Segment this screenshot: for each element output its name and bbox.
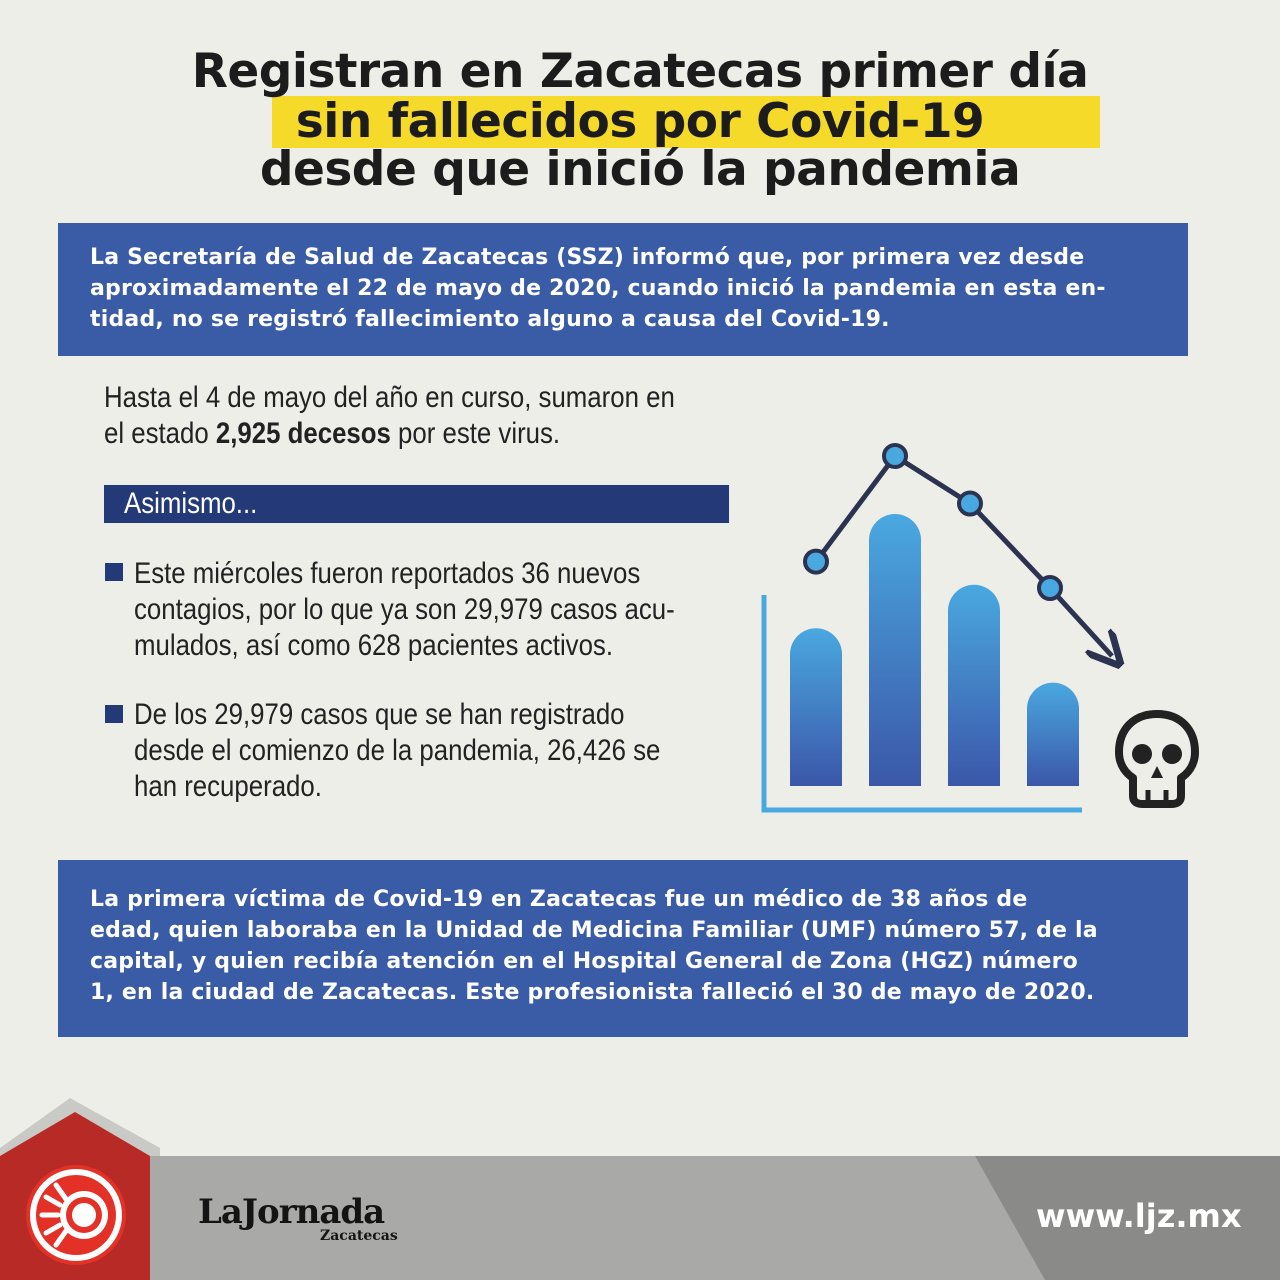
deaths-paragraph: Hasta el 4 de mayo del año en curso, sum… [104,380,675,452]
trend-point [957,490,983,517]
bottom-line: 1, en la ciudad de Zacatecas. Este profe… [90,980,1095,1005]
sun-logo-icon [26,1165,126,1265]
bullet-line: mulados, así como 628 pacientes activos. [134,629,613,662]
title-highlight [272,96,1100,148]
title-line-2: sin fallecidos por Covid-19 [295,94,985,149]
skull-icon [1115,710,1199,808]
bullet-line: De los 29,979 casos que se han registrad… [134,698,625,731]
intro-line: tidad, no se registró fallecimiento algu… [90,307,890,332]
footer-banner [0,1098,1280,1280]
lajornada-logo: LaJornada [198,1192,385,1232]
trend-line [803,443,1112,656]
trend-point [882,443,908,469]
trend-point [803,548,829,575]
title-line-3: desde que inició la pandemia [259,142,1021,197]
bullet-line: han recuperado. [134,770,322,803]
first-victim-box: La primera víctima de Covid-19 en Zacate… [58,860,1188,1037]
bars [790,514,1079,786]
title-line-1: Registran en Zacatecas primer día [191,44,1089,99]
intro-box: La Secretaría de Salud de Zacatecas (SSZ… [58,223,1188,356]
bullet-square-icon [105,705,123,723]
asimismo-label: Asimismo... [124,487,258,520]
bullet-line: desde el comienzo de la pandemia, 26,426… [134,734,661,767]
chart-axis [761,595,1082,813]
bar [948,584,1000,786]
deaths-line-2-prefix: el estado [104,417,216,450]
deaths-line-2-suffix: por este virus. [390,417,561,450]
bullet-item-1: Este miércoles fueron reportados 36 nuev… [134,556,675,664]
bullet-item-2: De los 29,979 casos que se han registrad… [134,697,660,805]
bottom-line: capital, y quien recibía atención en el … [90,949,1078,974]
bar [869,514,921,786]
deaths-line-1: Hasta el 4 de mayo del año en curso, sum… [104,381,675,414]
trend-point [1037,575,1063,601]
intro-line: La Secretaría de Salud de Zacatecas (SSZ… [90,245,1085,270]
bottom-line: La primera víctima de Covid-19 en Zacate… [90,887,1028,912]
bar [1027,682,1079,786]
declining-chart-illustration [761,443,1199,813]
site-url[interactable]: www.ljz.mx [1036,1197,1242,1235]
bottom-line: edad, quien laboraba en la Unidad de Med… [90,918,1098,943]
bullet-square-icon [105,563,123,581]
intro-line: aproximadamente el 22 de mayo de 2020, c… [90,276,1106,301]
asimismo-bar: Asimismo... [104,485,729,523]
deaths-count: 2,925 decesos [215,417,391,450]
bullet-line: Este miércoles fueron reportados 36 nuev… [134,557,641,590]
bar [790,628,842,786]
lajornada-logo-sub: Zacatecas [320,1228,398,1244]
bullet-line: contagios, por lo que ya son 29,979 caso… [134,593,675,626]
